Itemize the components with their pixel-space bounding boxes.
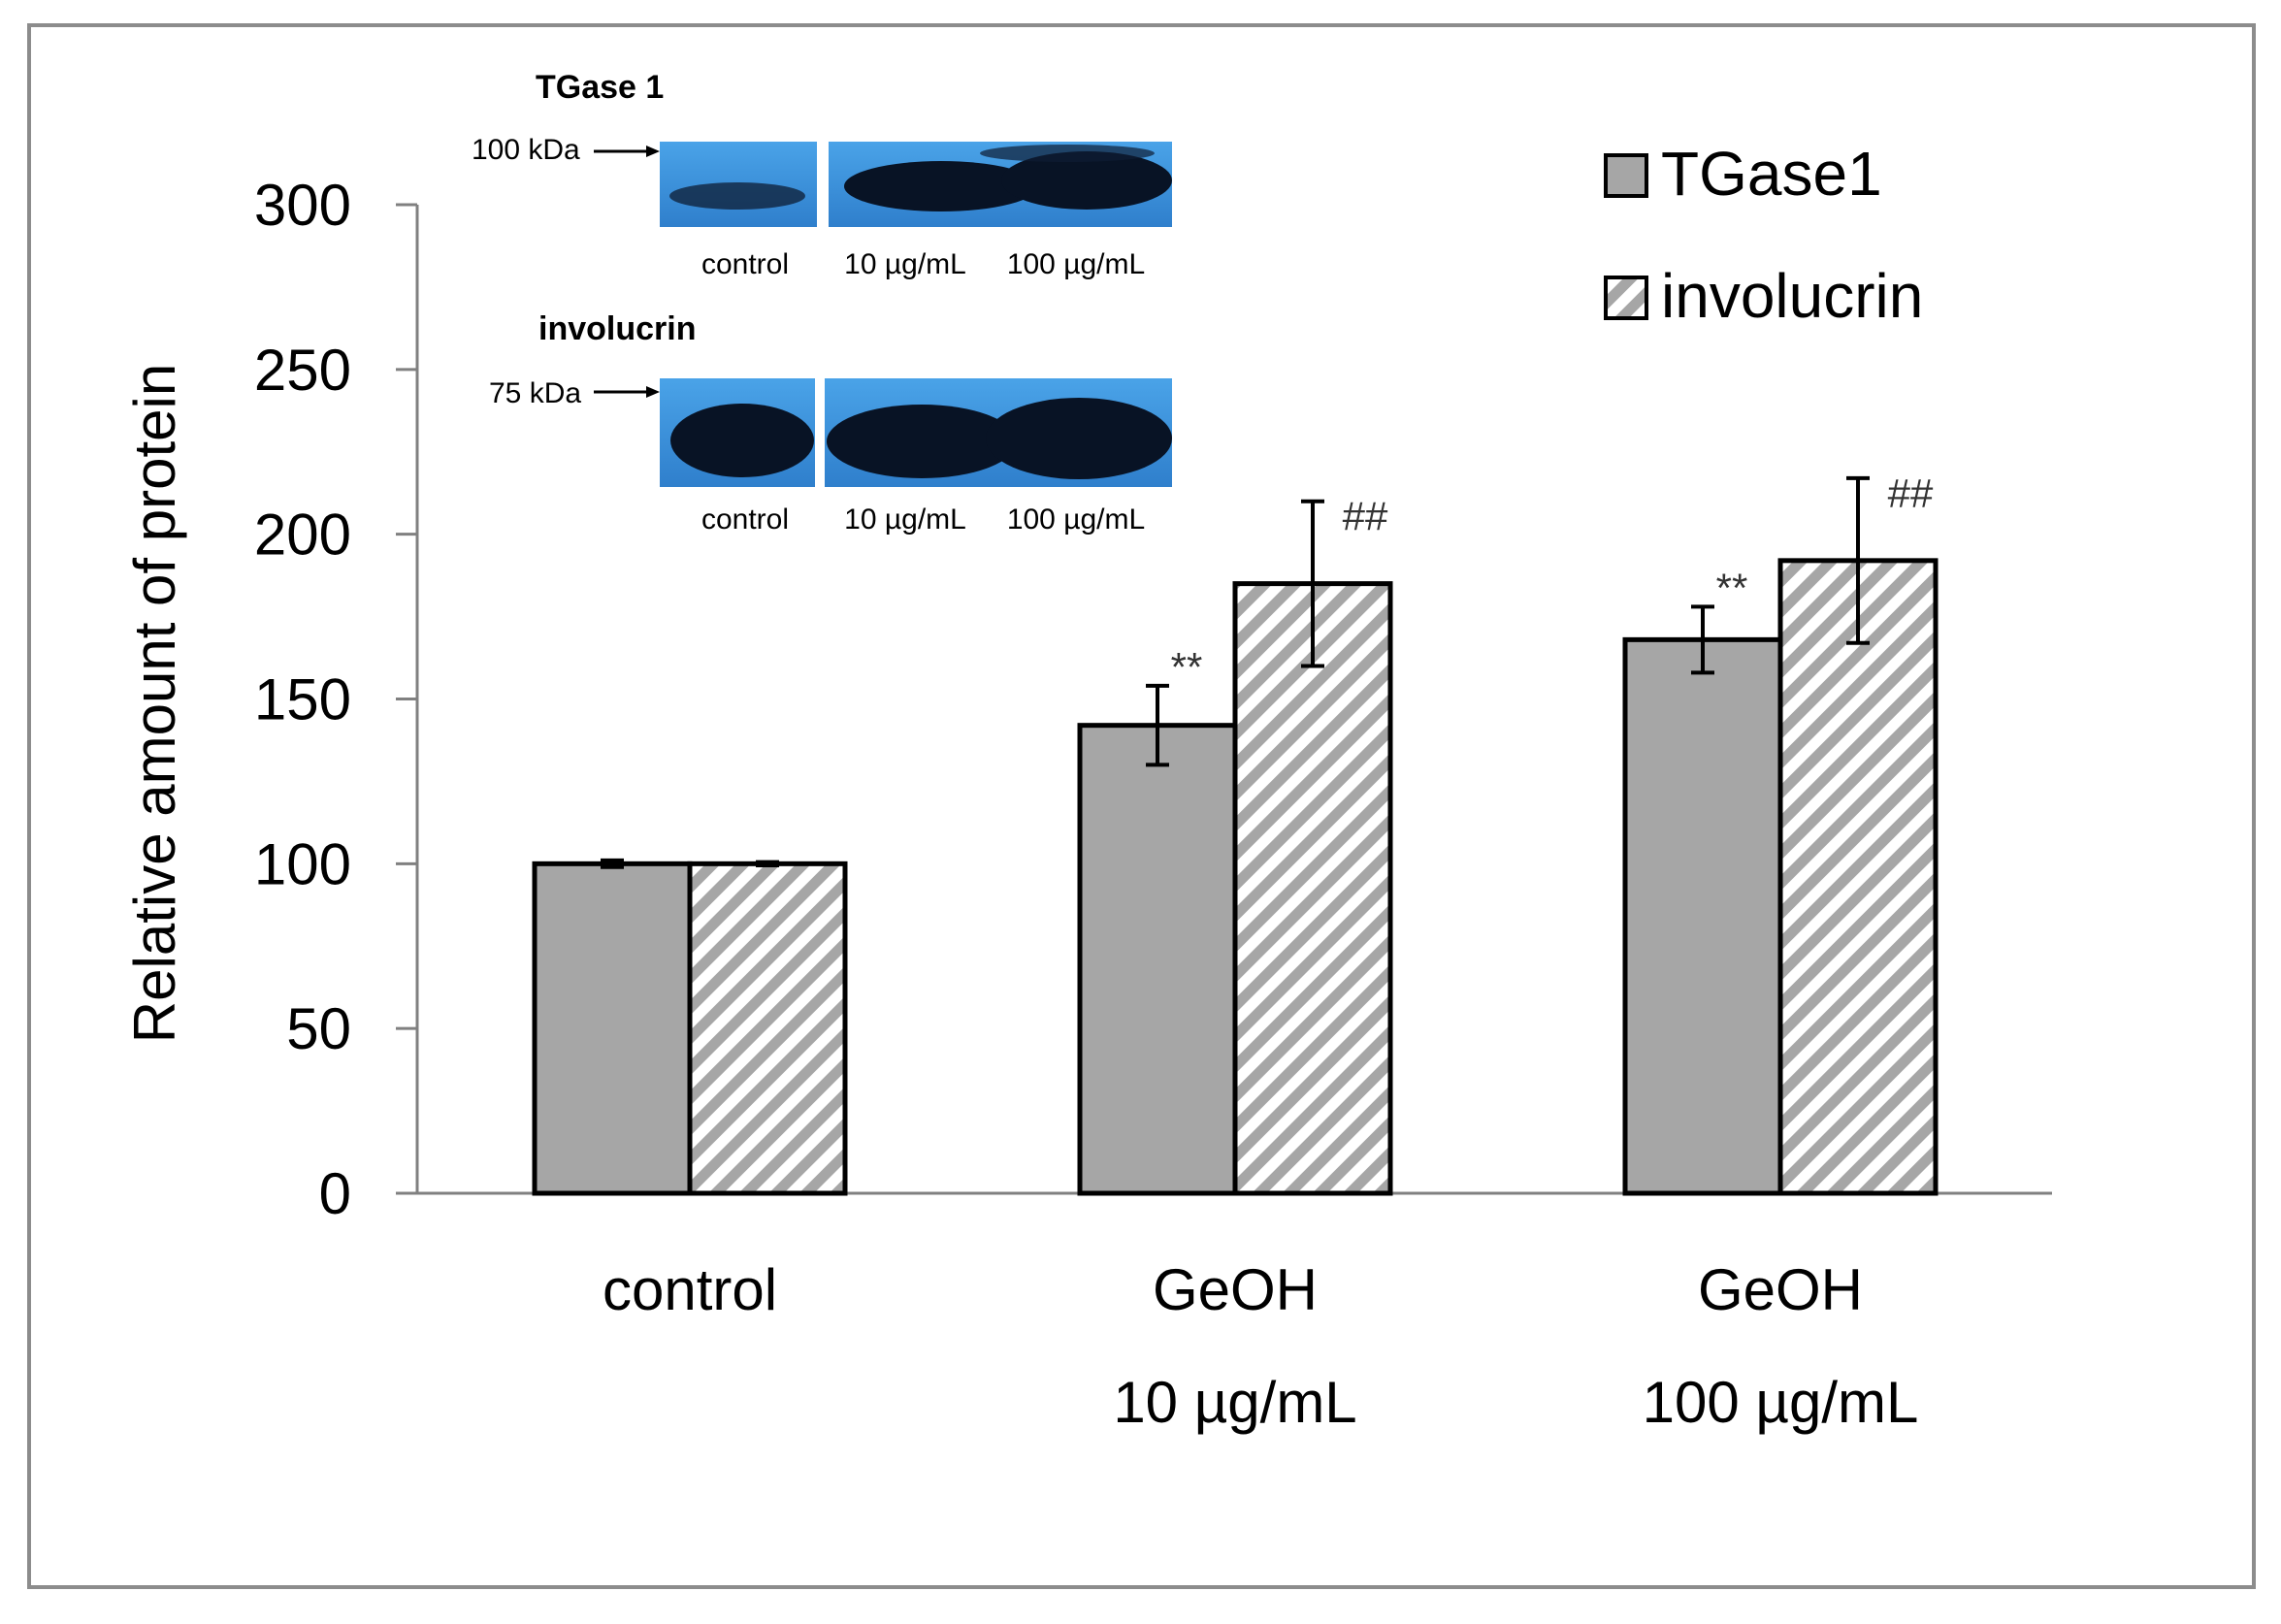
y-tick-label: 300 <box>254 173 351 238</box>
bar-involucrin <box>687 861 848 1196</box>
legend-label-tgase1: TGase1 <box>1661 139 1882 209</box>
blot2-lane-10: 10 µg/mL <box>844 503 966 536</box>
category-labels: control GeOH 10 µg/mL GeOH 100 µg/mL <box>603 1257 1918 1435</box>
category-label: control <box>603 1257 777 1322</box>
legend-swatch-involucrin <box>1604 276 1648 320</box>
blot2-lane-control: control <box>701 503 789 536</box>
legend-label-involucrin: involucrin <box>1661 261 1923 331</box>
significance-mark: ** <box>1716 565 1748 610</box>
western-blot-inset: TGase 1 100 kDa control 10 µg/mL 100 µg/… <box>472 69 1172 536</box>
y-axis-title: Relative amount of protein <box>122 364 187 1043</box>
significance-mark: ## <box>1888 471 1934 516</box>
blot-image-tgase1 <box>660 142 1172 227</box>
bar-involucrin <box>1777 558 1939 1196</box>
legend: TGase1 involucrin <box>1604 139 1923 331</box>
category-sublabel: 10 µg/mL <box>1113 1370 1356 1435</box>
marker-arrowhead-involucrin <box>646 386 660 398</box>
bar-involucrin <box>1232 581 1393 1196</box>
bar-tgase1 <box>532 861 693 1196</box>
category-label: GeOH <box>1698 1257 1863 1322</box>
blot-title-involucrin: involucrin <box>538 310 696 347</box>
blot2-lane-100: 100 µg/mL <box>1007 503 1145 536</box>
y-tick-label: 100 <box>254 831 351 896</box>
blot1-lane-100: 100 µg/mL <box>1007 248 1145 280</box>
bar-tgase1 <box>1077 723 1238 1196</box>
y-tick-label: 250 <box>254 338 351 403</box>
legend-swatch-tgase1 <box>1604 153 1648 198</box>
y-tick-label: 150 <box>254 667 351 732</box>
y-tick-label: 0 <box>319 1161 351 1226</box>
error-bars <box>601 475 1870 869</box>
y-tick-label: 50 <box>286 996 351 1061</box>
blot-marker-tgase1: 100 kDa <box>472 134 580 166</box>
category-label: GeOH <box>1153 1257 1318 1322</box>
significance-mark: ** <box>1171 644 1203 690</box>
bars <box>532 558 1939 1196</box>
blot1-lane-control: control <box>701 248 789 280</box>
blot-title-tgase1: TGase 1 <box>536 69 664 106</box>
bar-tgase1 <box>1622 636 1783 1196</box>
blot1-lane-10: 10 µg/mL <box>844 248 966 280</box>
y-tick-label: 200 <box>254 503 351 568</box>
y-ticks: 0 50 100 150 200 250 300 <box>254 173 417 1226</box>
significance-marks: ** ** ## ## <box>1171 471 1934 690</box>
blot-marker-involucrin: 75 kDa <box>489 377 581 409</box>
blot-image-involucrin <box>660 378 1172 487</box>
category-sublabel: 100 µg/mL <box>1643 1370 1919 1435</box>
marker-arrowhead-tgase1 <box>646 146 660 157</box>
significance-mark: ## <box>1343 494 1388 539</box>
